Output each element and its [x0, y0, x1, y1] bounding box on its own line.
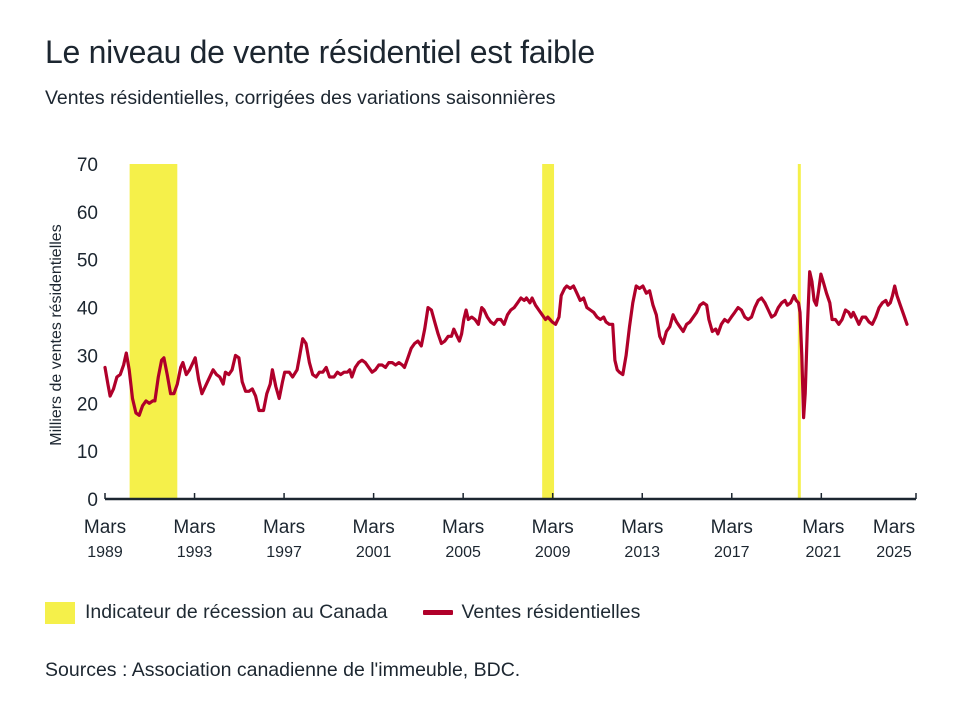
- x-tick-label-year: 1997: [266, 544, 302, 561]
- y-tick-label: 50: [77, 251, 98, 272]
- x-tick-label-year: 2001: [356, 544, 392, 561]
- x-tick-label-year: 2017: [714, 544, 750, 561]
- x-tick-label-month: Mars: [352, 517, 394, 538]
- legend-label-recession: Indicateur de récession au Canada: [85, 601, 388, 623]
- x-axis: Mars 1989 Mars 1993 Mars 1997 Mars 2001 Mars 2005…: [84, 493, 917, 561]
- y-axis-label: Milliers de ventes résidentielles: [48, 224, 65, 445]
- chart-title: Le niveau de vente résidentiel est faibl…: [45, 34, 595, 70]
- y-tick-label: 10: [77, 442, 98, 463]
- series-layer: [103, 270, 909, 420]
- x-tick-label-month: Mars: [263, 517, 305, 538]
- x-tick-label-month: Mars: [84, 517, 126, 538]
- y-tick-label: 0: [87, 490, 98, 511]
- recession-band-2: [542, 164, 555, 499]
- recession-swatch: [45, 601, 75, 624]
- recession-bands: [129, 164, 801, 499]
- x-tick-label-month: Mars: [173, 517, 215, 538]
- x-tick-label-month: Mars: [873, 517, 915, 538]
- x-tick-label-month: Mars: [802, 517, 844, 538]
- y-tick-label: 60: [77, 203, 98, 224]
- y-tick-label: 70: [77, 155, 98, 176]
- x-tick-label-year: 1989: [87, 544, 123, 561]
- x-tick-label-year: 2025: [876, 544, 912, 561]
- x-tick-label-year: 2021: [806, 544, 842, 561]
- x-tick-label-month: Mars: [711, 517, 753, 538]
- y-tick-label: 40: [77, 299, 98, 320]
- legend-item-series: Ventes résidentielles: [423, 601, 640, 624]
- recession-band-1: [129, 164, 178, 499]
- source-note: Sources : Association canadienne de l'im…: [45, 659, 521, 681]
- x-tick-label-month: Mars: [621, 517, 663, 538]
- legend-item-recession: Indicateur de récession au Canada: [45, 601, 387, 624]
- legend-label-series: Ventes résidentielles: [461, 601, 641, 623]
- chart-subtitle: Ventes résidentielles, corrigées des var…: [45, 87, 556, 109]
- x-tick-label-month: Mars: [442, 517, 484, 538]
- x-tick-label-year: 1993: [177, 544, 213, 561]
- series-line-ventes-residentielles: [103, 270, 909, 420]
- x-tick-label-month: Mars: [532, 517, 574, 538]
- x-tick-label-year: 2005: [445, 544, 481, 561]
- series-swatch: [423, 610, 454, 615]
- x-tick-label-year: 2009: [535, 544, 571, 561]
- x-tick-label-year: 2013: [624, 544, 660, 561]
- y-tick-label: 20: [77, 394, 98, 415]
- y-tick-label: 30: [77, 346, 98, 367]
- legend: Indicateur de récession au Canada Ventes…: [45, 601, 676, 624]
- y-axis: 0 10 20 30 40 50 60 70: [77, 155, 98, 511]
